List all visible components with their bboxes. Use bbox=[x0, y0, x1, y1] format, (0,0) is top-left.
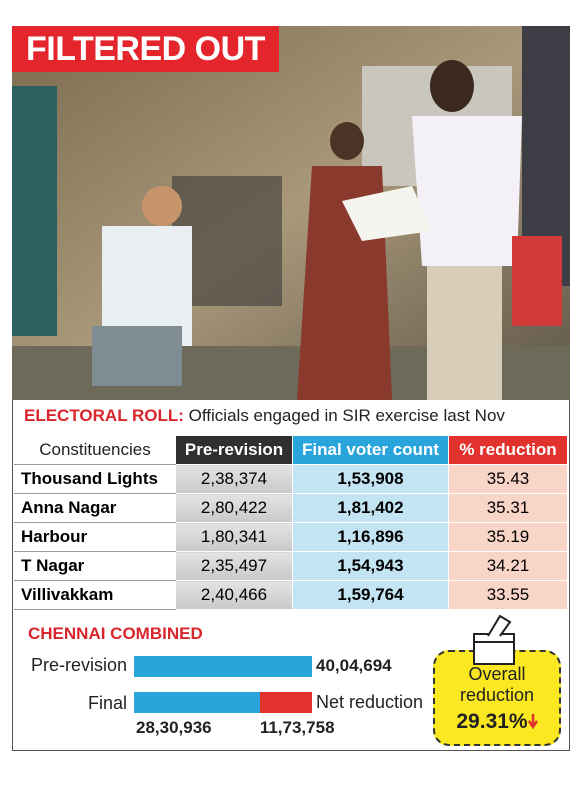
value-label: 40,04,694 bbox=[316, 656, 392, 675]
constituency-name: Villivakkam bbox=[14, 580, 176, 610]
table-body: Thousand Lights 2,38,374 1,53,908 35.43 Anna… bbox=[14, 464, 568, 610]
constituency-name: Anna Nagar bbox=[14, 493, 176, 523]
table-cell: 1,59,764 bbox=[292, 580, 449, 610]
table-row: Anna Nagar 2,80,422 1,81,402 35.31 bbox=[14, 493, 568, 523]
table-cell: 2,35,497 bbox=[175, 551, 293, 581]
table-cell: 2,40,466 bbox=[175, 580, 293, 610]
overall-label: Overall reduction bbox=[459, 664, 535, 705]
table-cell: 1,54,943 bbox=[292, 551, 449, 581]
value-label: 28,30,936 bbox=[136, 718, 212, 737]
bar bbox=[134, 656, 312, 677]
table-row: Thousand Lights 2,38,374 1,53,908 35.43 bbox=[14, 464, 568, 494]
table-cell: 1,53,908 bbox=[292, 464, 449, 494]
table-cell: 35.19 bbox=[448, 522, 568, 552]
header-row: Constituencies Pre-revision Final voter co… bbox=[14, 435, 568, 465]
constituency-table: Constituencies Pre-revision Final voter co… bbox=[14, 435, 568, 610]
ballot-icon bbox=[473, 614, 515, 665]
photo bbox=[12, 26, 570, 400]
table-cell: 34.21 bbox=[448, 551, 568, 581]
net-reduction-label: Net reduction bbox=[316, 692, 424, 712]
constituency-name: T Nagar bbox=[14, 551, 176, 581]
table-cell: 1,81,402 bbox=[292, 493, 449, 523]
column-header: Pre-revision bbox=[175, 435, 293, 465]
overall-value-wrap: 29.31% bbox=[435, 710, 559, 734]
table-row: Villivakkam 2,40,466 1,59,764 33.55 bbox=[14, 580, 568, 610]
caption-label: ELECTORAL ROLL: bbox=[24, 406, 184, 425]
down-arrow bbox=[527, 714, 538, 730]
value-label: 11,73,758 bbox=[259, 718, 335, 737]
table-cell: 35.43 bbox=[448, 464, 568, 494]
final-label: Final bbox=[87, 693, 127, 713]
bar bbox=[134, 692, 260, 713]
column-header: Final voter count bbox=[292, 435, 449, 465]
column-header: % reduction bbox=[448, 435, 568, 465]
overall-box: Overall reduction 29.31% bbox=[433, 650, 561, 746]
column-header: Constituencies bbox=[14, 435, 176, 465]
caption-text: Officials engaged in SIR exercise last N… bbox=[188, 406, 505, 425]
table-row: Harbour 1,80,341 1,16,896 35.19 bbox=[14, 522, 568, 552]
table-cell: 1,80,341 bbox=[175, 522, 293, 552]
overall-value: 29.31% bbox=[456, 710, 528, 733]
table-cell: 35.31 bbox=[448, 493, 568, 523]
constituency-name: Thousand Lights bbox=[14, 464, 176, 494]
table-cell: 33.55 bbox=[448, 580, 568, 610]
caption: ELECTORAL ROLL: Officials engaged in SIR… bbox=[24, 406, 505, 426]
table-row: T Nagar 2,35,497 1,54,943 34.21 bbox=[14, 551, 568, 581]
bar bbox=[259, 692, 312, 713]
header-title: FILTERED OUT bbox=[12, 26, 279, 72]
table-cell: 1,16,896 bbox=[292, 522, 449, 552]
table-cell: 2,80,422 bbox=[175, 493, 293, 523]
pre-revision-label: Pre-revision bbox=[30, 655, 127, 675]
combined-title: CHENNAI COMBINED bbox=[28, 624, 203, 643]
table-cell: 2,38,374 bbox=[175, 464, 293, 494]
constituency-name: Harbour bbox=[14, 522, 176, 552]
